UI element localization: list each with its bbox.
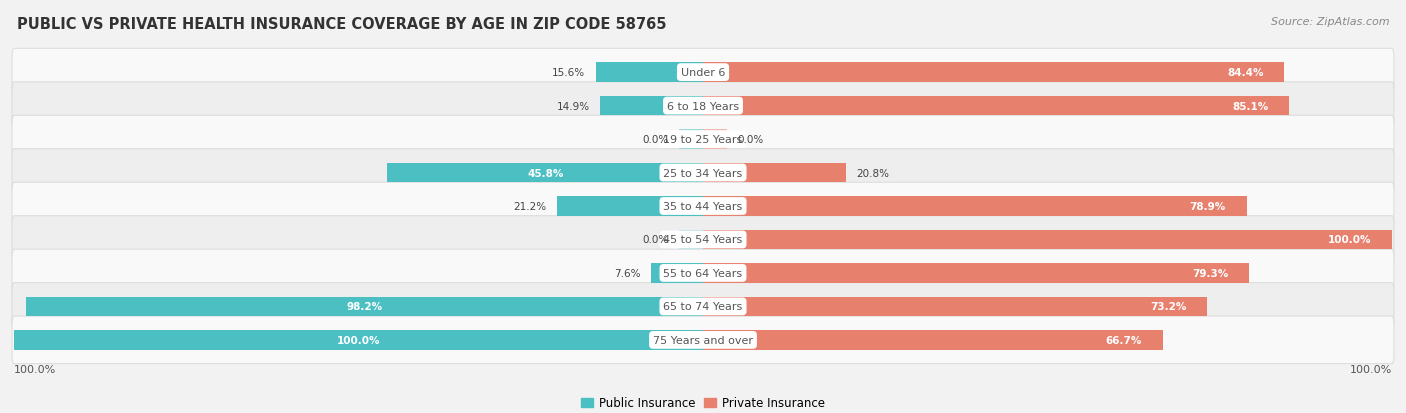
Text: 85.1%: 85.1%: [1233, 101, 1268, 112]
Text: 25 to 34 Years: 25 to 34 Years: [664, 168, 742, 178]
Bar: [703, 97, 1289, 116]
Text: 15.6%: 15.6%: [553, 68, 585, 78]
Bar: [703, 63, 1285, 83]
Text: 100.0%: 100.0%: [1350, 364, 1392, 374]
FancyBboxPatch shape: [13, 150, 1393, 197]
Bar: [600, 97, 703, 116]
Text: 35 to 44 Years: 35 to 44 Years: [664, 202, 742, 211]
Text: 19 to 25 Years: 19 to 25 Years: [664, 135, 742, 145]
Text: 6 to 18 Years: 6 to 18 Years: [666, 101, 740, 112]
Text: 20.8%: 20.8%: [856, 168, 890, 178]
Bar: [703, 197, 1247, 216]
FancyBboxPatch shape: [13, 283, 1393, 330]
FancyBboxPatch shape: [13, 183, 1393, 230]
Text: 0.0%: 0.0%: [643, 235, 669, 245]
Text: 98.2%: 98.2%: [347, 301, 382, 312]
Bar: [388, 164, 703, 183]
Bar: [703, 164, 846, 183]
Text: PUBLIC VS PRIVATE HEALTH INSURANCE COVERAGE BY AGE IN ZIP CODE 58765: PUBLIC VS PRIVATE HEALTH INSURANCE COVER…: [17, 17, 666, 31]
Text: Source: ZipAtlas.com: Source: ZipAtlas.com: [1271, 17, 1389, 26]
FancyBboxPatch shape: [13, 116, 1393, 164]
Text: 45.8%: 45.8%: [527, 168, 564, 178]
Bar: [679, 230, 703, 249]
Text: 45 to 54 Years: 45 to 54 Years: [664, 235, 742, 245]
Text: 0.0%: 0.0%: [643, 135, 669, 145]
Bar: [703, 263, 1250, 283]
Bar: [703, 330, 1163, 350]
Text: 100.0%: 100.0%: [1327, 235, 1371, 245]
Text: 75 Years and over: 75 Years and over: [652, 335, 754, 345]
Text: 84.4%: 84.4%: [1227, 68, 1264, 78]
Bar: [703, 297, 1208, 316]
Bar: [14, 330, 703, 350]
Text: 21.2%: 21.2%: [513, 202, 547, 211]
FancyBboxPatch shape: [13, 249, 1393, 297]
FancyBboxPatch shape: [13, 83, 1393, 130]
Bar: [27, 297, 703, 316]
Text: 66.7%: 66.7%: [1105, 335, 1142, 345]
Bar: [557, 197, 703, 216]
Text: 100.0%: 100.0%: [14, 364, 56, 374]
Bar: [651, 263, 703, 283]
Bar: [596, 63, 703, 83]
Text: 7.6%: 7.6%: [614, 268, 640, 278]
Text: 100.0%: 100.0%: [337, 335, 380, 345]
FancyBboxPatch shape: [13, 49, 1393, 97]
Legend: Public Insurance, Private Insurance: Public Insurance, Private Insurance: [576, 392, 830, 413]
Bar: [703, 130, 727, 150]
Text: 65 to 74 Years: 65 to 74 Years: [664, 301, 742, 312]
Bar: [703, 230, 1392, 249]
Text: 79.3%: 79.3%: [1192, 268, 1229, 278]
Text: Under 6: Under 6: [681, 68, 725, 78]
FancyBboxPatch shape: [13, 316, 1393, 364]
Text: 78.9%: 78.9%: [1189, 202, 1226, 211]
Text: 0.0%: 0.0%: [738, 135, 763, 145]
Text: 55 to 64 Years: 55 to 64 Years: [664, 268, 742, 278]
Text: 73.2%: 73.2%: [1150, 301, 1187, 312]
Bar: [679, 130, 703, 150]
FancyBboxPatch shape: [13, 216, 1393, 263]
Text: 14.9%: 14.9%: [557, 101, 591, 112]
